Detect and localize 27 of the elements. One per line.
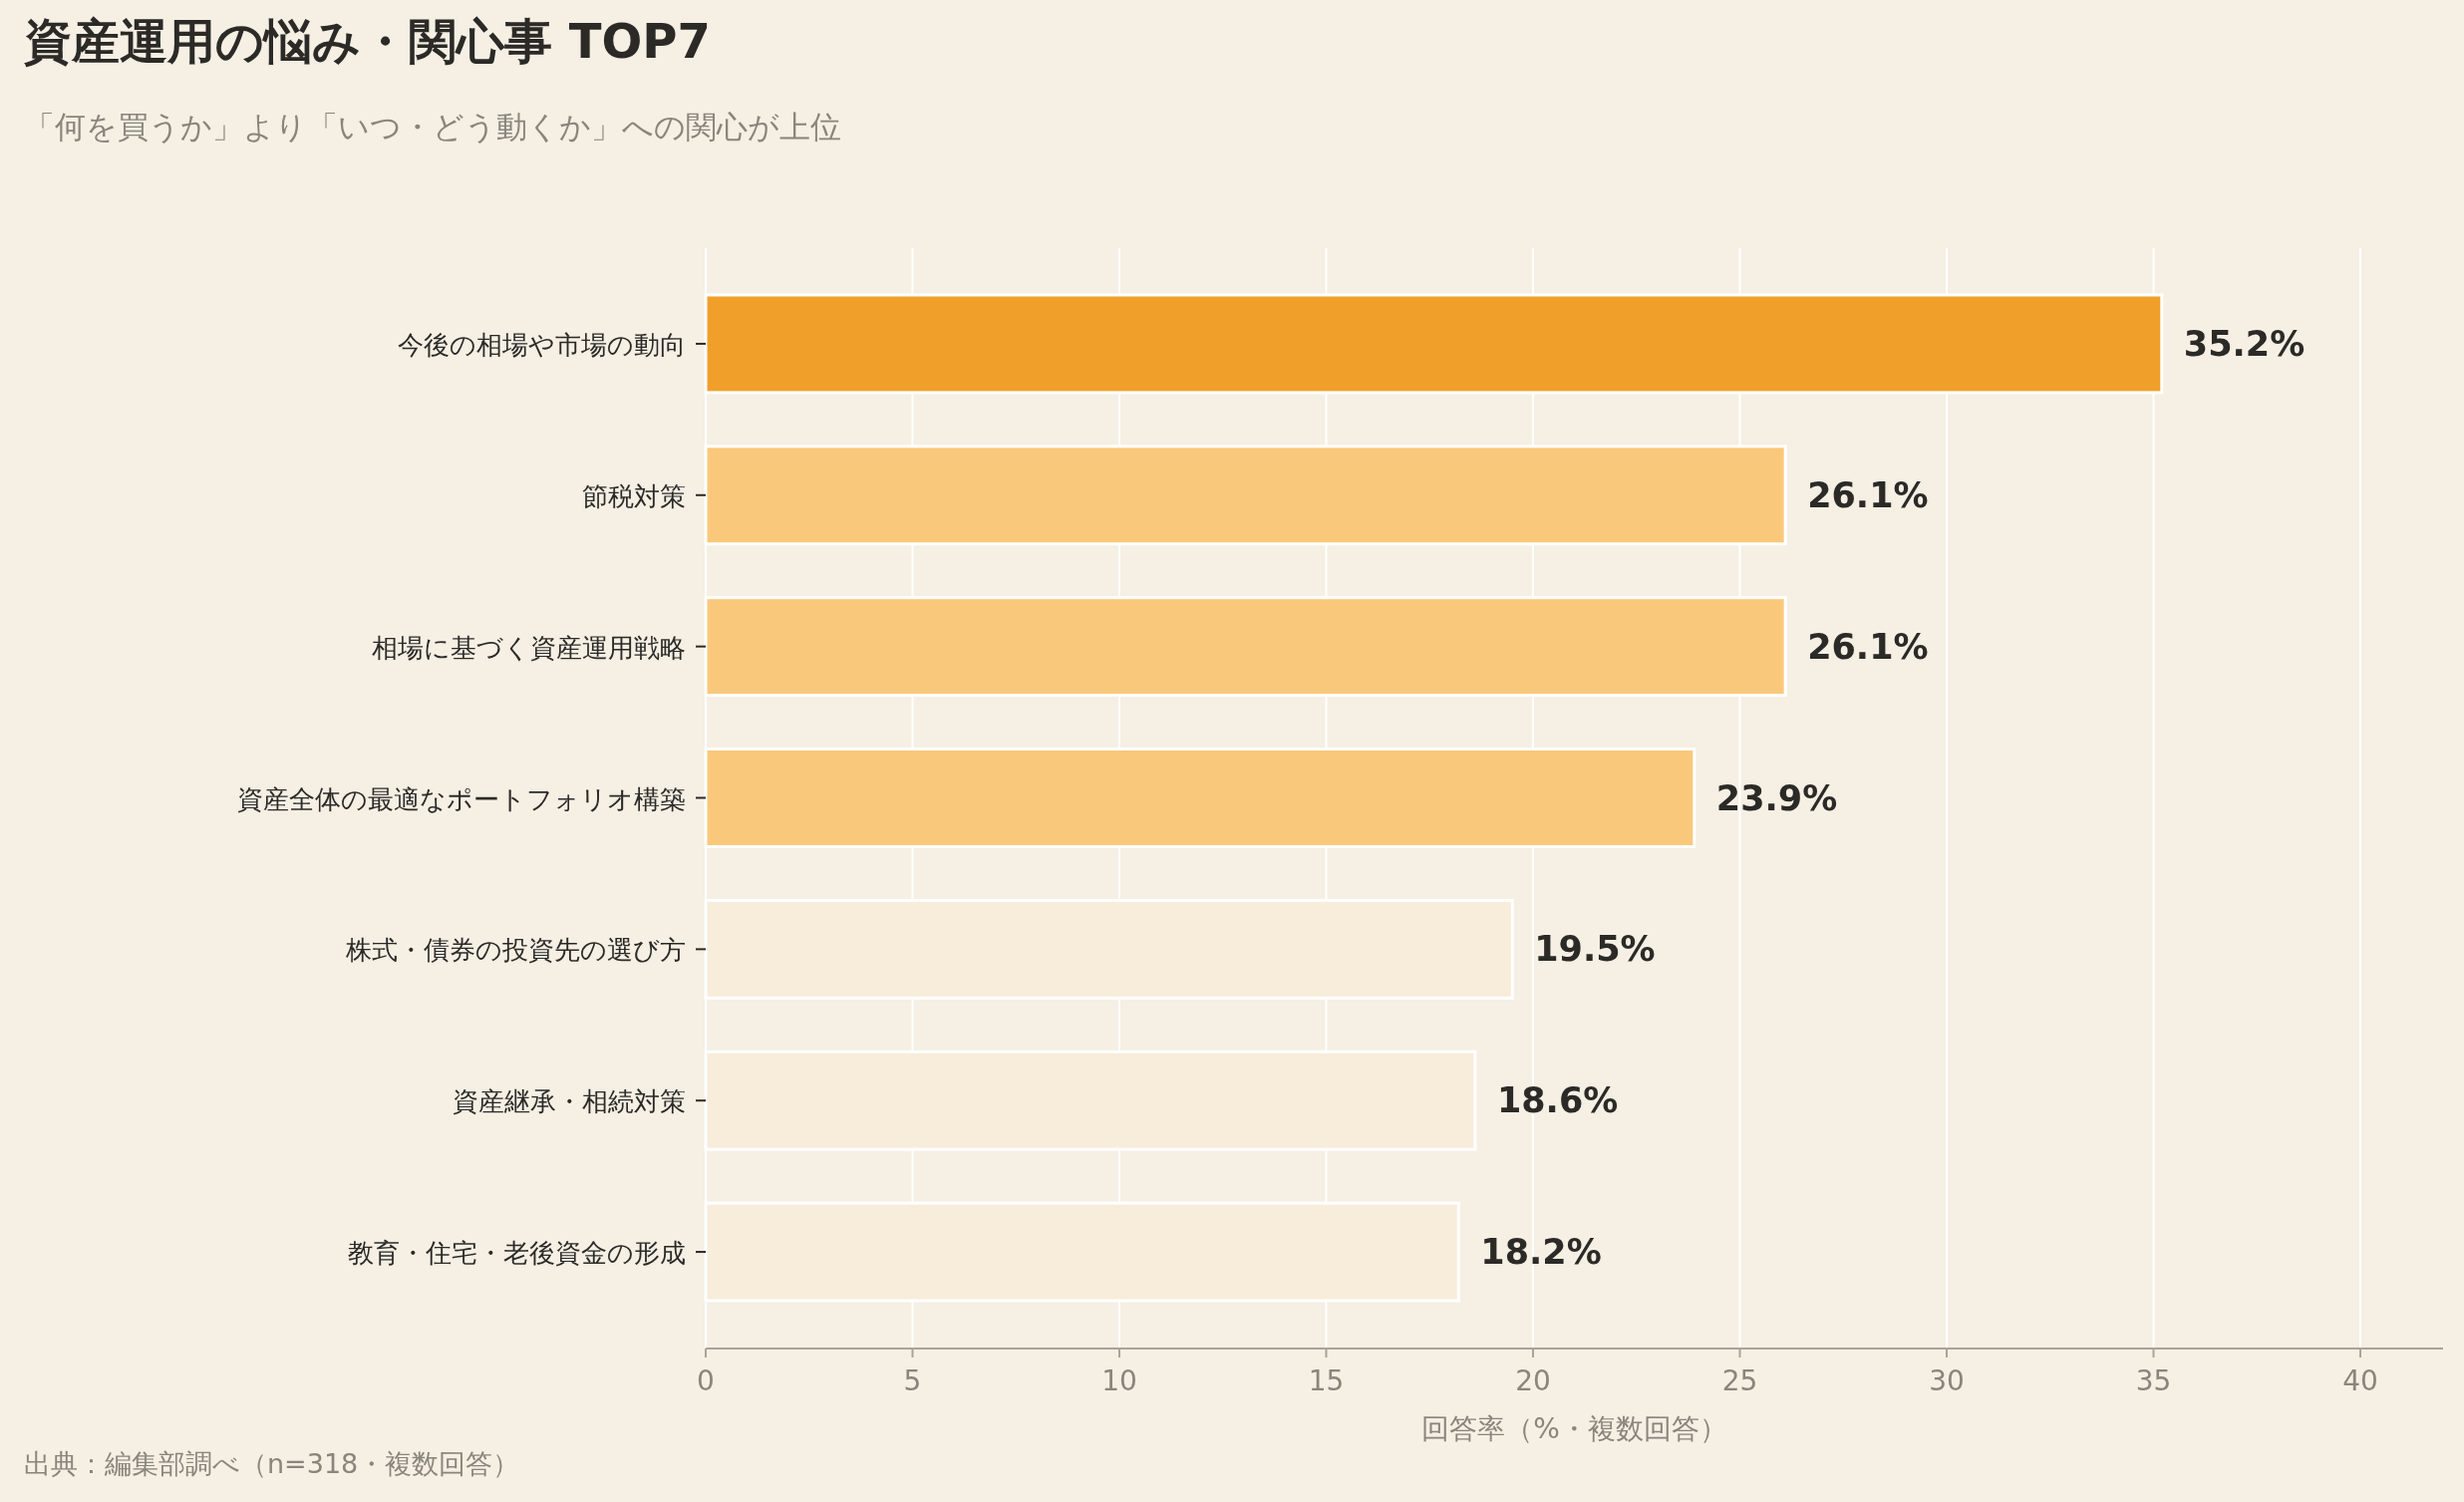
chart-title: 資産運用の悩み・関心事 TOP7 <box>24 13 711 69</box>
y-tick-label: 株式・債券の投資先の選び方 <box>345 935 686 966</box>
x-tick-label: 0 <box>697 1364 715 1397</box>
y-tick-label: 教育・住宅・老後資金の形成 <box>348 1238 686 1269</box>
x-axis-title: 回答率（%・複数回答） <box>1421 1412 1727 1445</box>
y-tick-label: 資産継承・相続対策 <box>453 1086 686 1117</box>
y-tick-label: 資産全体の最適なポートフォリオ構築 <box>237 783 686 814</box>
x-tick-label: 30 <box>1929 1364 1965 1397</box>
x-tick-label: 20 <box>1515 1364 1551 1397</box>
data-label: 23.9% <box>1715 777 1838 818</box>
data-label: 26.1% <box>1807 626 1929 667</box>
source-note: 出典：編集部調べ（n=318・複数回答） <box>24 1448 520 1479</box>
x-tick-label: 5 <box>903 1364 922 1397</box>
text: 「何を買うか」より「いつ・どう動くか」への関心が上位 <box>24 109 841 145</box>
y-tick-label: 今後の相場や市場の動向 <box>398 329 686 360</box>
data-label: 35.2% <box>2183 323 2306 364</box>
x-tick-label: 35 <box>2135 1364 2172 1397</box>
data-label: 18.2% <box>1480 1232 1602 1273</box>
x-tick-label: 15 <box>1308 1364 1345 1397</box>
data-label: 19.5% <box>1534 929 1656 970</box>
x-tick-label: 40 <box>2342 1364 2378 1397</box>
x-tick-label: 10 <box>1101 1364 1137 1397</box>
data-label: 18.6% <box>1496 1080 1619 1121</box>
x-tick-label: 25 <box>1721 1364 1758 1397</box>
y-tick-label: 節税対策 <box>582 480 686 511</box>
y-tick-label: 相場に基づく資産運用戦略 <box>372 632 686 663</box>
data-label: 26.1% <box>1807 474 1929 515</box>
